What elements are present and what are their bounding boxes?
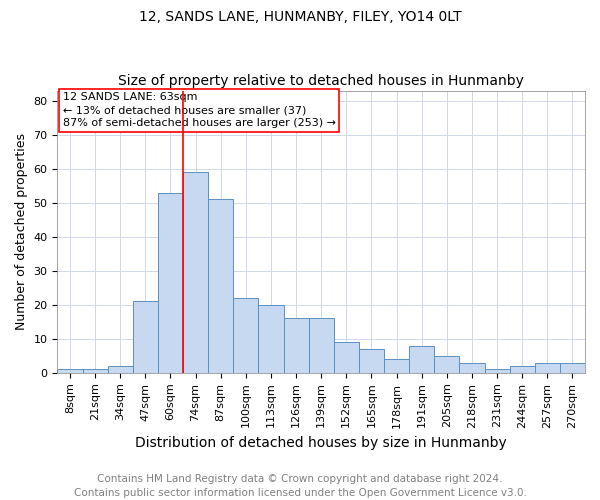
Y-axis label: Number of detached properties: Number of detached properties [15,133,28,330]
Bar [183,172,208,373]
Bar [334,342,359,373]
Bar [58,370,83,373]
Bar [133,302,158,373]
Bar [509,366,535,373]
Bar [359,349,384,373]
Text: 12 SANDS LANE: 63sqm
← 13% of detached houses are smaller (37)
87% of semi-detac: 12 SANDS LANE: 63sqm ← 13% of detached h… [62,92,335,128]
Bar [560,362,585,373]
Bar [83,370,107,373]
Title: Size of property relative to detached houses in Hunmanby: Size of property relative to detached ho… [118,74,524,88]
Bar [409,346,434,373]
Text: 12, SANDS LANE, HUNMANBY, FILEY, YO14 0LT: 12, SANDS LANE, HUNMANBY, FILEY, YO14 0L… [139,10,461,24]
Bar [284,318,308,373]
Bar [158,192,183,373]
Bar [233,298,259,373]
Bar [259,305,284,373]
Bar [308,318,334,373]
Bar [485,370,509,373]
Text: Contains HM Land Registry data © Crown copyright and database right 2024.
Contai: Contains HM Land Registry data © Crown c… [74,474,526,498]
Bar [460,362,485,373]
X-axis label: Distribution of detached houses by size in Hunmanby: Distribution of detached houses by size … [136,436,507,450]
Bar [107,366,133,373]
Bar [384,359,409,373]
Bar [535,362,560,373]
Bar [208,200,233,373]
Bar [434,356,460,373]
